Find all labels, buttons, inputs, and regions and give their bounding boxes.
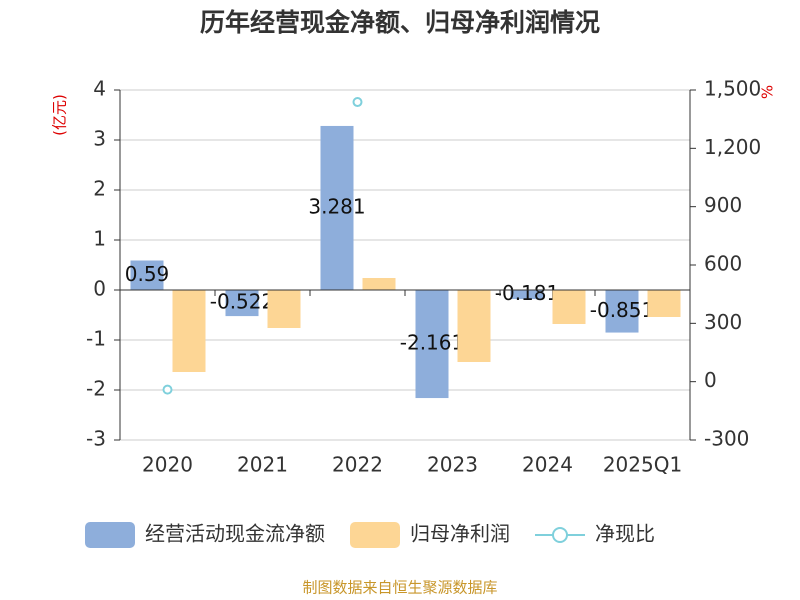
x-tick-label: 2023 bbox=[427, 453, 478, 477]
bar bbox=[647, 290, 681, 317]
chart-title: 历年经营现金净额、归母净利润情况 bbox=[200, 8, 600, 37]
y-tick-label: 0 bbox=[93, 277, 106, 301]
legend-swatch bbox=[85, 522, 135, 548]
x-tick-label: 2022 bbox=[332, 453, 383, 477]
y2-tick-label: 1,500 bbox=[704, 77, 761, 101]
y2-tick-label: 300 bbox=[704, 310, 742, 334]
y2-tick-label: 0 bbox=[704, 368, 717, 392]
x-tick-label: 2025Q1 bbox=[603, 453, 682, 477]
bar bbox=[457, 290, 491, 362]
bar bbox=[510, 290, 544, 300]
legend-swatch bbox=[552, 527, 568, 543]
y2-axis-label: % bbox=[759, 85, 777, 99]
bar bbox=[130, 260, 164, 290]
legend-label: 净现比 bbox=[595, 522, 655, 546]
line-point bbox=[352, 97, 363, 108]
y-tick-label: -2 bbox=[86, 377, 106, 401]
bar bbox=[320, 125, 354, 290]
y2-tick-label: 1,200 bbox=[704, 135, 761, 159]
x-tick-label: 2021 bbox=[237, 453, 288, 477]
y2-tick-label: -300 bbox=[704, 427, 749, 451]
data-label: -0.851 bbox=[590, 298, 654, 322]
legend-label: 归母净利润 bbox=[410, 522, 510, 546]
y-axis-label: (亿元) bbox=[51, 94, 69, 136]
bar bbox=[172, 290, 206, 372]
legend-label: 经营活动现金流净额 bbox=[145, 522, 325, 546]
x-tick-label: 2024 bbox=[522, 453, 573, 477]
bar bbox=[267, 290, 301, 328]
data-label: -2.161 bbox=[400, 331, 464, 355]
bar bbox=[552, 290, 586, 324]
data-label: 0.59 bbox=[125, 262, 170, 286]
bar bbox=[225, 290, 259, 317]
y-tick-label: -1 bbox=[86, 327, 106, 351]
y-tick-label: 3 bbox=[93, 127, 106, 151]
y-tick-label: 1 bbox=[93, 227, 106, 251]
source-note: 制图数据来自恒生聚源数据库 bbox=[302, 579, 497, 597]
data-label: 3.281 bbox=[308, 194, 365, 218]
x-tick-label: 2020 bbox=[142, 453, 193, 477]
bar bbox=[605, 290, 639, 333]
data-label: -0.522 bbox=[210, 290, 274, 314]
y2-tick-label: 900 bbox=[704, 193, 742, 217]
bar bbox=[362, 278, 396, 290]
legend-swatch bbox=[350, 522, 400, 548]
y-tick-label: -3 bbox=[86, 427, 106, 451]
bar bbox=[415, 290, 449, 399]
data-label: -0.181 bbox=[495, 281, 559, 305]
y-tick-label: 2 bbox=[93, 177, 106, 201]
y2-tick-label: 600 bbox=[704, 252, 742, 276]
line-point bbox=[162, 384, 173, 395]
y-tick-label: 4 bbox=[93, 77, 106, 101]
